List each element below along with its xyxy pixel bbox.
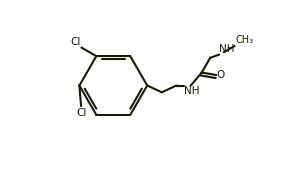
Text: Cl: Cl xyxy=(76,108,86,117)
Text: Cl: Cl xyxy=(71,37,81,47)
Text: NH: NH xyxy=(184,86,200,96)
Text: CH₃: CH₃ xyxy=(235,35,253,45)
Text: O: O xyxy=(217,70,225,80)
Text: NH: NH xyxy=(219,44,235,54)
